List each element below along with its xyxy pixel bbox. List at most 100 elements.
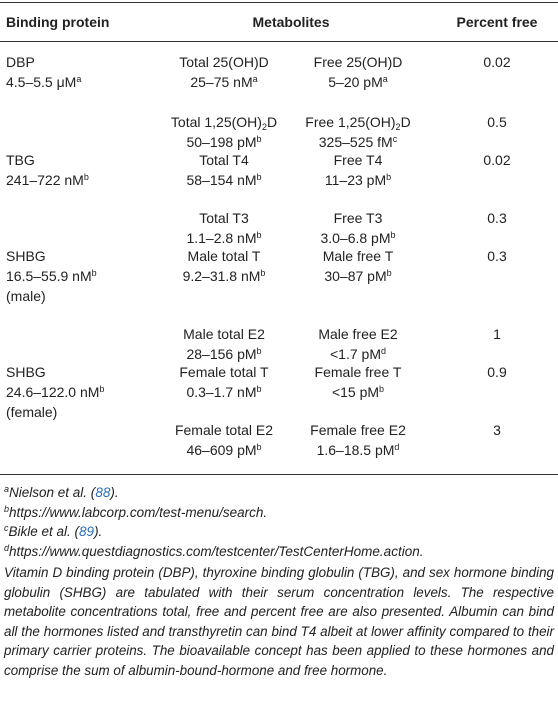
text-run: 28–156 pM [186, 346, 257, 362]
text-run: Total T4 [199, 152, 249, 168]
cell-line: Total 1,25(OH)2D [171, 112, 277, 132]
text-run: 16.5–55.9 nM [6, 268, 92, 284]
superscript: b [83, 172, 89, 182]
text-run: Free T3 [333, 210, 383, 226]
text-run: D [266, 114, 278, 130]
header-cell: Metabolites [252, 14, 330, 30]
top-rule [0, 2, 558, 3]
cell-line: Female total T [179, 362, 268, 382]
percent-free: 3 [493, 422, 501, 438]
subscript: 2 [261, 122, 267, 132]
cell-line: 9.2–31.8 nMb [183, 266, 266, 286]
superscript: b [256, 134, 262, 144]
cell-line: <1.7 pMd [330, 344, 386, 364]
cell-line: Free T3 [334, 208, 383, 228]
text-run: Total 1,25(OH) [170, 114, 262, 130]
text-run: 241–722 nM [6, 172, 84, 188]
superscript: d [380, 346, 386, 356]
cell-line: 58–154 nMb [186, 170, 261, 190]
text-run: ). [110, 485, 119, 500]
cell-line: <15 pMb [332, 382, 384, 402]
cell-line: 4.5–5.5 μMa [6, 72, 81, 92]
text-run: 46–609 pM [186, 442, 257, 458]
cell-line: 1.6–18.5 pMd [317, 440, 400, 460]
text-run: 1.6–18.5 pM [316, 442, 395, 458]
reference-link[interactable]: 89 [79, 524, 95, 539]
superscript: b [256, 172, 262, 182]
text-run: (male) [6, 288, 46, 304]
superscript: b [4, 503, 10, 514]
text-run: 5–20 pM [328, 74, 383, 90]
cell-line: Free 1,25(OH)2D [305, 112, 410, 132]
text-run: 58–154 nM [186, 172, 257, 188]
header-cell: Binding protein [6, 14, 110, 30]
text-run: 1.1–2.8 nM [186, 230, 257, 246]
text-run: 25–75 nM [190, 74, 253, 90]
cell-line: 5–20 pMa [328, 72, 388, 92]
text-run: Male total E2 [183, 326, 265, 342]
cell-line: 30–87 pMb [324, 266, 391, 286]
cell-line: 46–609 pMb [186, 440, 261, 460]
cell-line: Male free E2 [318, 324, 397, 344]
superscript: b [386, 268, 392, 278]
superscript: b [260, 268, 266, 278]
superscript: d [394, 442, 400, 452]
cell-line: Total T4 [199, 150, 249, 170]
percent-free: 0.3 [487, 210, 507, 226]
text-run: Male total T [187, 248, 261, 264]
superscript: c [4, 523, 9, 533]
header-rule [0, 41, 558, 42]
percent-free: 0.5 [487, 114, 507, 130]
cell-line: 25–75 nMa [190, 72, 257, 92]
reference-link[interactable]: 88 [95, 485, 111, 500]
text-run: ). [94, 524, 103, 539]
cell-line: 241–722 nMb [6, 170, 89, 190]
text-run: 24.6–122.0 nM [6, 384, 100, 400]
text-run: 0.3–1.7 nM [186, 384, 257, 400]
superscript: b [256, 442, 262, 452]
text-run: Male free E2 [318, 326, 398, 342]
cell-line: Male total E2 [183, 324, 265, 344]
text-run: 325–525 fM [318, 134, 393, 150]
superscript: b [256, 346, 262, 356]
superscript: d [4, 542, 10, 553]
cell-line: Male total T [188, 246, 261, 266]
superscript: b [256, 384, 262, 394]
text-run: DBP [6, 54, 35, 70]
cell-line: 11–23 pMb [325, 170, 391, 190]
text-run: Female total E2 [174, 422, 274, 438]
cell-line: SHBG [6, 246, 46, 266]
cell-line: Total T3 [199, 208, 249, 228]
text-run: Free 25(OH)D [313, 54, 403, 70]
text-run: Total 25(OH)D [179, 54, 269, 70]
text-run: https://www.questdiagnostics.com/testcen… [9, 543, 424, 559]
text-run: <15 pM [331, 384, 380, 400]
percent-free: 0.02 [483, 54, 511, 70]
cell-line: Female total E2 [175, 420, 273, 440]
text-run: Nielson et al. ( [9, 485, 96, 500]
cell-line: 50–198 pMb [186, 132, 261, 152]
cell-line: 16.5–55.9 nMb [6, 266, 97, 286]
cell-line: 24.6–122.0 nMb [6, 382, 104, 402]
cell-line: (female) [6, 402, 57, 422]
superscript: a [4, 484, 10, 494]
cell-line: 0.3–1.7 nMb [186, 382, 261, 402]
text-run: 30–87 pM [324, 268, 387, 284]
percent-free: 1 [493, 326, 501, 342]
cell-line: (male) [6, 286, 46, 306]
text-run: <1.7 pM [330, 346, 381, 362]
text-run: Bikle et al. ( [8, 524, 80, 539]
superscript: b [390, 230, 396, 240]
footnote: dhttps://www.questdiagnostics.com/testce… [4, 542, 423, 562]
superscript: b [386, 172, 392, 182]
text-run: Female free T [314, 364, 402, 380]
percent-free: 0.02 [483, 152, 511, 168]
superscript: a [252, 74, 258, 84]
footnote: bhttps://www.labcorp.com/test-menu/searc… [4, 503, 267, 523]
text-run: Female total T [179, 364, 269, 380]
cell-line: Male free T [323, 246, 394, 266]
percent-free: 0.9 [487, 364, 507, 380]
cell-line: TBG [6, 150, 35, 170]
text-run: 3.0–6.8 pM [320, 230, 391, 246]
